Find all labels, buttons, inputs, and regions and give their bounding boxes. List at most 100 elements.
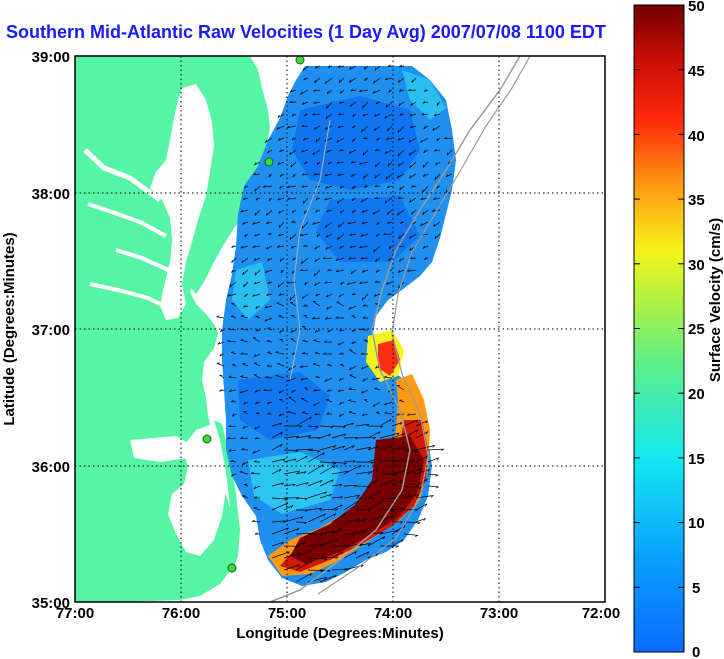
velocity-vector xyxy=(399,113,405,116)
velocity-vector-head xyxy=(314,246,317,250)
velocity-vector-head xyxy=(414,450,418,453)
velocity-vector-head xyxy=(278,390,281,394)
velocity-vector-head xyxy=(216,315,220,318)
velocity-vector xyxy=(326,305,333,310)
velocity-vector xyxy=(325,113,333,119)
velocity-vector-head xyxy=(266,339,270,342)
velocity-vector-head xyxy=(251,519,256,522)
velocity-vector-head xyxy=(304,161,307,165)
velocity-vector xyxy=(415,455,429,463)
velocity-vector-head xyxy=(315,351,319,354)
velocity-vector xyxy=(278,315,285,319)
velocity-vector-head xyxy=(264,139,267,143)
velocity-vector-head xyxy=(357,500,360,504)
velocity-vector xyxy=(301,411,309,415)
velocity-vector xyxy=(287,197,297,200)
outer-banks xyxy=(214,420,240,572)
velocity-vector-head xyxy=(331,479,334,483)
velocity-vector-head xyxy=(363,530,366,534)
velocity-vector-head xyxy=(324,340,327,343)
velocity-vector-head xyxy=(351,160,354,164)
velocity-vector xyxy=(375,269,381,273)
velocity-vector-head xyxy=(375,148,378,151)
velocity-vector xyxy=(335,257,345,261)
velocity-vector xyxy=(410,101,417,106)
velocity-vector xyxy=(307,569,324,572)
velocity-vectors xyxy=(216,64,453,583)
velocity-vector xyxy=(252,245,261,248)
velocity-vector xyxy=(327,329,333,333)
velocity-vector-head xyxy=(361,413,365,416)
velocity-vector-head xyxy=(339,496,343,499)
velocity-vector xyxy=(267,281,273,285)
velocity-vector-head xyxy=(285,502,289,506)
velocity-vector-head xyxy=(360,352,364,355)
velocity-vector-head xyxy=(335,556,339,559)
velocity-vector-head xyxy=(361,209,365,213)
velocity-vector xyxy=(324,281,333,284)
velocity-vector xyxy=(325,293,333,298)
velocity-vector-head xyxy=(296,528,300,532)
velocity-vector-head xyxy=(322,256,326,260)
velocity-deep-blue-2 xyxy=(316,196,420,262)
velocity-vector xyxy=(349,245,357,249)
x-axis-label: Longitude (Degrees:Minutes) xyxy=(236,625,444,642)
velocity-vector xyxy=(291,137,297,141)
velocity-vector-head xyxy=(302,351,306,354)
station-1 xyxy=(295,55,305,65)
velocity-vector xyxy=(319,433,331,439)
velocity-vector xyxy=(338,221,345,228)
velocity-vector xyxy=(327,269,333,272)
velocity-vector xyxy=(409,149,417,156)
velocity-vector xyxy=(312,301,321,307)
velocity-vector-head xyxy=(446,152,449,156)
velocity-vector xyxy=(349,374,357,379)
velocity-vector xyxy=(403,419,418,427)
velocity-vector xyxy=(227,293,237,297)
velocity-cyan-1 xyxy=(248,452,340,514)
velocity-vector xyxy=(277,245,285,248)
map-grid xyxy=(75,56,605,602)
velocity-vector xyxy=(427,473,439,476)
velocity-vector xyxy=(331,551,344,559)
velocity-vector xyxy=(386,281,393,285)
velocity-vector-head xyxy=(263,185,266,188)
x-tick-label: 74:00 xyxy=(374,605,412,622)
velocity-vector xyxy=(355,530,366,535)
velocity-vector-head xyxy=(349,245,353,249)
velocity-vector xyxy=(336,137,345,143)
velocity-vector-head xyxy=(374,127,376,131)
velocity-vector xyxy=(300,365,309,368)
velocity-vector-head xyxy=(229,284,232,288)
velocity-vector-head xyxy=(289,297,292,301)
map-title: Southern Mid-Atlantic Raw Velocities (1 … xyxy=(6,22,606,42)
velocity-vector-head xyxy=(267,150,270,154)
velocity-vector xyxy=(290,245,297,249)
velocity-vector xyxy=(252,449,261,454)
velocity-vector xyxy=(302,185,309,188)
velocity-vector xyxy=(373,245,381,253)
velocity-vector xyxy=(387,125,393,132)
velocity-vector-head xyxy=(335,316,339,319)
velocity-vector-head xyxy=(401,459,404,462)
x-tick-label: 77:00 xyxy=(56,605,94,622)
velocity-vector-head xyxy=(232,413,235,417)
velocity-vector-head xyxy=(253,507,257,509)
velocity-vector-head xyxy=(313,89,317,92)
velocity-vector xyxy=(302,326,309,331)
velocity-vector xyxy=(349,233,357,236)
velocity-vector-head xyxy=(266,293,269,296)
velocity-vector-head xyxy=(315,426,319,429)
velocity-vector xyxy=(379,529,399,535)
velocity-vector xyxy=(278,233,285,237)
velocity-vector xyxy=(355,446,371,451)
velocity-vector-head xyxy=(279,468,282,472)
velocity-vector xyxy=(415,431,429,439)
velocity-vector xyxy=(434,149,441,152)
velocity-vector xyxy=(435,161,441,166)
velocity-vector-head xyxy=(303,541,306,545)
velocity-vector-head xyxy=(388,246,391,250)
velocity-vector xyxy=(302,197,309,204)
velocity-vector xyxy=(326,209,333,213)
